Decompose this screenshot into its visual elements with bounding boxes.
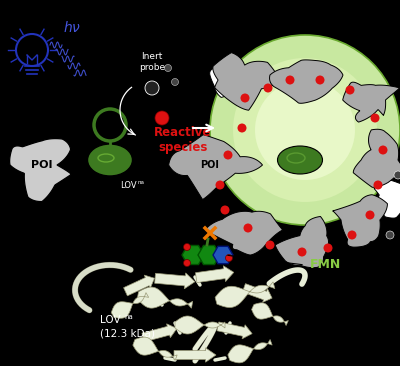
Circle shape [266, 240, 274, 250]
Circle shape [216, 180, 224, 190]
Ellipse shape [278, 146, 322, 174]
Circle shape [386, 231, 394, 239]
Circle shape [378, 146, 388, 154]
Circle shape [224, 150, 232, 160]
Polygon shape [169, 135, 262, 199]
Circle shape [298, 247, 306, 257]
Text: LOV: LOV [100, 315, 121, 325]
Polygon shape [174, 348, 216, 362]
Ellipse shape [88, 144, 132, 176]
Polygon shape [137, 287, 193, 308]
Circle shape [184, 243, 190, 250]
Polygon shape [155, 273, 195, 289]
Text: $h\nu$: $h\nu$ [63, 20, 81, 36]
Text: Interactome tagging: Interactome tagging [255, 8, 355, 18]
Text: LOV: LOV [120, 180, 137, 190]
Text: Inert
probe: Inert probe [139, 52, 165, 72]
Circle shape [370, 113, 380, 123]
Circle shape [164, 64, 172, 71]
Circle shape [184, 259, 190, 266]
Polygon shape [124, 275, 154, 296]
Text: POI: POI [200, 160, 220, 170]
Circle shape [145, 81, 159, 95]
Polygon shape [215, 282, 275, 307]
Polygon shape [242, 284, 272, 302]
Circle shape [324, 243, 332, 253]
Circle shape [238, 123, 246, 132]
Circle shape [316, 75, 324, 85]
Circle shape [240, 93, 250, 102]
Text: na: na [124, 314, 133, 320]
Polygon shape [111, 293, 149, 318]
Circle shape [155, 111, 169, 125]
Polygon shape [133, 337, 177, 361]
Polygon shape [142, 324, 177, 342]
Text: FMN: FMN [310, 258, 341, 272]
Text: Reactive
species: Reactive species [154, 126, 212, 154]
Circle shape [210, 35, 400, 225]
Circle shape [233, 58, 377, 202]
Circle shape [255, 80, 355, 180]
Polygon shape [205, 211, 283, 255]
Circle shape [244, 224, 252, 232]
Circle shape [346, 86, 354, 94]
Text: POI: POI [31, 160, 53, 170]
Circle shape [366, 210, 374, 220]
Polygon shape [252, 303, 288, 325]
Circle shape [348, 231, 356, 239]
Polygon shape [196, 266, 234, 283]
Circle shape [226, 254, 232, 261]
Polygon shape [343, 82, 400, 122]
Polygon shape [374, 180, 400, 218]
Polygon shape [333, 195, 388, 247]
Polygon shape [175, 316, 225, 334]
Text: (12.3 kDa): (12.3 kDa) [100, 328, 155, 338]
Circle shape [394, 171, 400, 179]
Circle shape [286, 75, 294, 85]
Polygon shape [228, 340, 272, 363]
Polygon shape [217, 322, 252, 339]
Circle shape [374, 180, 382, 190]
Text: na: na [138, 179, 145, 184]
Circle shape [172, 78, 178, 86]
Polygon shape [270, 60, 343, 103]
Polygon shape [10, 139, 71, 202]
Circle shape [264, 83, 272, 93]
Polygon shape [213, 53, 279, 110]
Polygon shape [210, 56, 258, 97]
Polygon shape [353, 129, 400, 187]
Polygon shape [275, 216, 328, 268]
Circle shape [220, 205, 230, 214]
